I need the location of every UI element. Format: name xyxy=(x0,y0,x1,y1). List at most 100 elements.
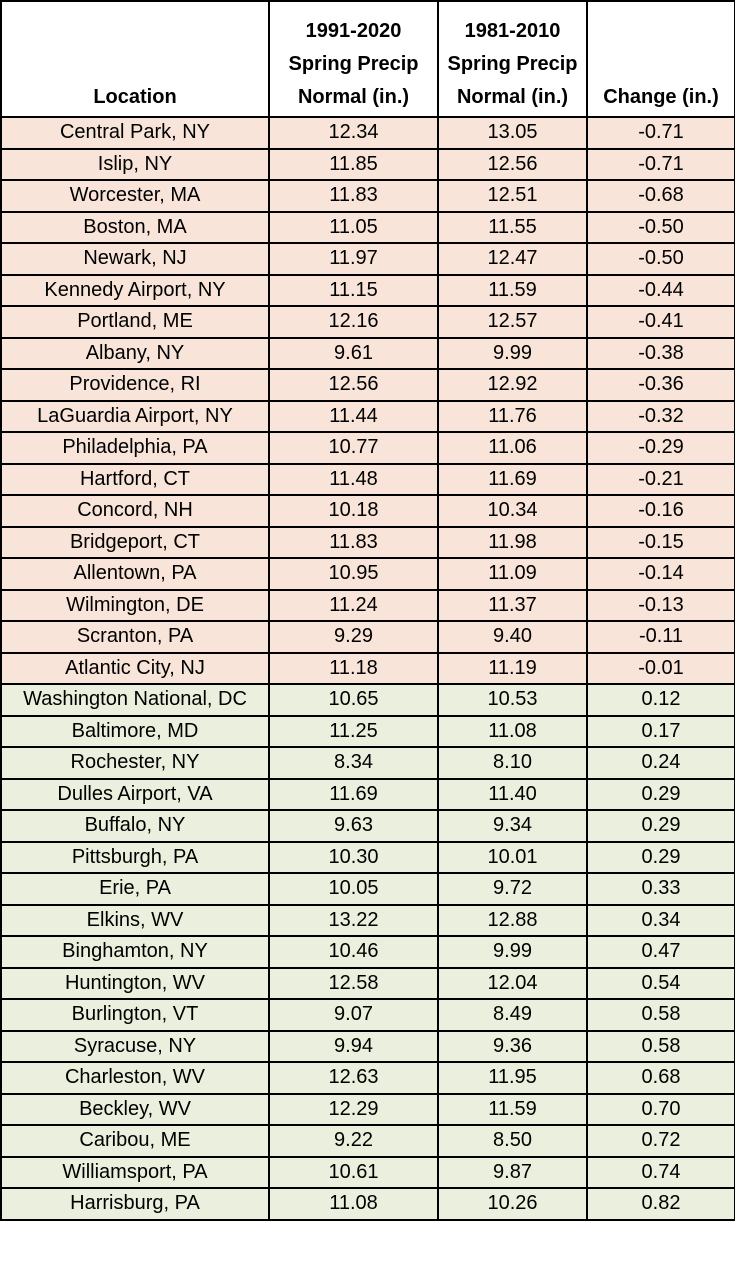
table-row: Atlantic City, NJ 11.18 11.19 -0.01 xyxy=(0,651,735,685)
table-row: Burlington, VT 9.07 8.49 0.58 xyxy=(0,998,735,1032)
location-cell: Hartford, CT xyxy=(0,462,270,496)
header-row: Location 1991-2020 Spring Precip Normal … xyxy=(0,0,735,118)
table-row: Albany, NY 9.61 9.99 -0.38 xyxy=(0,336,735,370)
normal-1991-2020-cell: 11.69 xyxy=(268,777,439,811)
table-row: Charleston, WV 12.63 11.95 0.68 xyxy=(0,1061,735,1095)
change-cell: -0.71 xyxy=(586,116,735,150)
table-row: Washington National, DC 10.65 10.53 0.12 xyxy=(0,683,735,717)
change-cell: 0.58 xyxy=(586,1029,735,1063)
table-row: Syracuse, NY 9.94 9.36 0.58 xyxy=(0,1029,735,1063)
change-cell: -0.21 xyxy=(586,462,735,496)
table-row: Dulles Airport, VA 11.69 11.40 0.29 xyxy=(0,777,735,811)
normal-1991-2020-cell: 11.97 xyxy=(268,242,439,276)
change-cell: -0.44 xyxy=(586,273,735,307)
change-cell: -0.13 xyxy=(586,588,735,622)
location-cell: Buffalo, NY xyxy=(0,809,270,843)
normal-1981-2010-cell: 12.51 xyxy=(437,179,588,213)
change-cell: 0.74 xyxy=(586,1155,735,1189)
location-cell: Pittsburgh, PA xyxy=(0,840,270,874)
normal-1981-2010-cell: 11.59 xyxy=(437,1092,588,1126)
table-row: Buffalo, NY 9.63 9.34 0.29 xyxy=(0,809,735,843)
normal-1991-2020-cell: 10.95 xyxy=(268,557,439,591)
normal-1991-2020-cell: 11.83 xyxy=(268,525,439,559)
location-cell: Worcester, MA xyxy=(0,179,270,213)
normal-1991-2020-cell: 9.63 xyxy=(268,809,439,843)
change-cell: -0.32 xyxy=(586,399,735,433)
normal-1981-2010-cell: 11.76 xyxy=(437,399,588,433)
normal-1981-2010-cell: 12.88 xyxy=(437,903,588,937)
change-cell: 0.58 xyxy=(586,998,735,1032)
normal-1981-2010-cell: 11.69 xyxy=(437,462,588,496)
table-row: Erie, PA 10.05 9.72 0.33 xyxy=(0,872,735,906)
header-normal-1991-2020-line3: Normal (in.) xyxy=(297,86,410,108)
normal-1991-2020-cell: 11.08 xyxy=(268,1187,439,1221)
change-cell: -0.41 xyxy=(586,305,735,339)
location-cell: Atlantic City, NJ xyxy=(0,651,270,685)
change-cell: 0.29 xyxy=(586,809,735,843)
location-cell: Huntington, WV xyxy=(0,966,270,1000)
location-cell: Islip, NY xyxy=(0,147,270,181)
location-cell: Syracuse, NY xyxy=(0,1029,270,1063)
normal-1981-2010-cell: 10.26 xyxy=(437,1187,588,1221)
header-normal-1991-2020-line2: Spring Precip xyxy=(288,53,419,75)
normal-1991-2020-cell: 11.85 xyxy=(268,147,439,181)
normal-1991-2020-cell: 9.94 xyxy=(268,1029,439,1063)
table-row: Scranton, PA 9.29 9.40 -0.11 xyxy=(0,620,735,654)
normal-1991-2020-cell: 12.29 xyxy=(268,1092,439,1126)
location-cell: Rochester, NY xyxy=(0,746,270,780)
normal-1991-2020-cell: 13.22 xyxy=(268,903,439,937)
change-cell: -0.16 xyxy=(586,494,735,528)
change-cell: -0.50 xyxy=(586,210,735,244)
normal-1991-2020-cell: 9.29 xyxy=(268,620,439,654)
table-row: Philadelphia, PA 10.77 11.06 -0.29 xyxy=(0,431,735,465)
table-row: Boston, MA 11.05 11.55 -0.50 xyxy=(0,210,735,244)
table-row: Hartford, CT 11.48 11.69 -0.21 xyxy=(0,462,735,496)
normal-1991-2020-cell: 10.18 xyxy=(268,494,439,528)
normal-1981-2010-cell: 11.59 xyxy=(437,273,588,307)
header-normal-1981-2010-line3: Normal (in.) xyxy=(456,86,569,108)
change-cell: 0.82 xyxy=(586,1187,735,1221)
normal-1981-2010-cell: 10.01 xyxy=(437,840,588,874)
table-row: Rochester, NY 8.34 8.10 0.24 xyxy=(0,746,735,780)
location-cell: Burlington, VT xyxy=(0,998,270,1032)
table-row: Pittsburgh, PA 10.30 10.01 0.29 xyxy=(0,840,735,874)
location-cell: Albany, NY xyxy=(0,336,270,370)
normal-1991-2020-cell: 12.56 xyxy=(268,368,439,402)
location-cell: Williamsport, PA xyxy=(0,1155,270,1189)
normal-1991-2020-cell: 9.61 xyxy=(268,336,439,370)
table-row: Worcester, MA 11.83 12.51 -0.68 xyxy=(0,179,735,213)
normal-1981-2010-cell: 10.53 xyxy=(437,683,588,717)
location-cell: Binghamton, NY xyxy=(0,935,270,969)
normal-1981-2010-cell: 9.99 xyxy=(437,935,588,969)
location-cell: Elkins, WV xyxy=(0,903,270,937)
location-cell: Wilmington, DE xyxy=(0,588,270,622)
table-row: Kennedy Airport, NY 11.15 11.59 -0.44 xyxy=(0,273,735,307)
change-cell: 0.70 xyxy=(586,1092,735,1126)
table-row: Islip, NY 11.85 12.56 -0.71 xyxy=(0,147,735,181)
location-cell: Portland, ME xyxy=(0,305,270,339)
normal-1981-2010-cell: 10.34 xyxy=(437,494,588,528)
normal-1981-2010-cell: 9.40 xyxy=(437,620,588,654)
normal-1981-2010-cell: 8.10 xyxy=(437,746,588,780)
normal-1991-2020-cell: 11.15 xyxy=(268,273,439,307)
normal-1981-2010-cell: 9.99 xyxy=(437,336,588,370)
normal-1981-2010-cell: 11.19 xyxy=(437,651,588,685)
precip-normals-table: Location 1991-2020 Spring Precip Normal … xyxy=(0,0,735,1221)
header-change-label: Change (in.) xyxy=(603,86,719,108)
change-cell: 0.72 xyxy=(586,1124,735,1158)
change-cell: -0.29 xyxy=(586,431,735,465)
normal-1991-2020-cell: 11.24 xyxy=(268,588,439,622)
table-row: Providence, RI 12.56 12.92 -0.36 xyxy=(0,368,735,402)
location-cell: Bridgeport, CT xyxy=(0,525,270,559)
location-cell: Caribou, ME xyxy=(0,1124,270,1158)
normal-1991-2020-cell: 10.46 xyxy=(268,935,439,969)
header-normal-1991-2020-line1: 1991-2020 xyxy=(305,20,402,42)
change-cell: 0.24 xyxy=(586,746,735,780)
normal-1981-2010-cell: 13.05 xyxy=(437,116,588,150)
table-row: Huntington, WV 12.58 12.04 0.54 xyxy=(0,966,735,1000)
location-cell: Charleston, WV xyxy=(0,1061,270,1095)
location-cell: Kennedy Airport, NY xyxy=(0,273,270,307)
table-row: LaGuardia Airport, NY 11.44 11.76 -0.32 xyxy=(0,399,735,433)
table-row: Wilmington, DE 11.24 11.37 -0.13 xyxy=(0,588,735,622)
location-cell: LaGuardia Airport, NY xyxy=(0,399,270,433)
